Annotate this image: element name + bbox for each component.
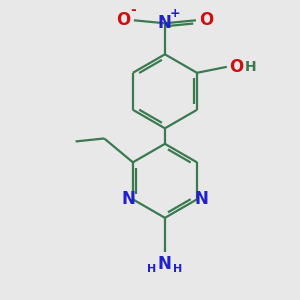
Text: H: H [173, 264, 183, 274]
Text: -: - [130, 2, 136, 16]
Text: O: O [116, 11, 130, 29]
Text: H: H [147, 264, 156, 274]
Text: N: N [121, 190, 135, 208]
Text: N: N [158, 255, 172, 273]
Text: N: N [158, 14, 172, 32]
Text: +: + [170, 7, 180, 20]
Text: O: O [229, 58, 243, 76]
Text: O: O [200, 11, 214, 29]
Text: H: H [245, 60, 256, 74]
Text: N: N [195, 190, 209, 208]
